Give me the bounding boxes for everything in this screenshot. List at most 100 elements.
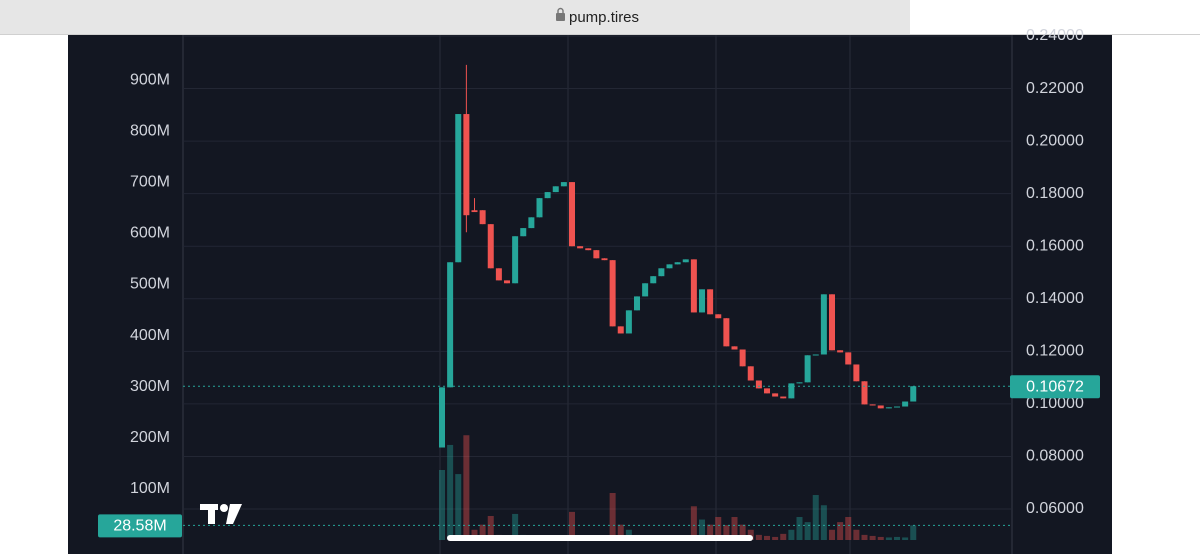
volume-bar — [764, 535, 770, 540]
volume-bar — [780, 533, 787, 540]
candle-body — [601, 258, 608, 261]
candle-body — [682, 259, 689, 263]
y2-tick-label: 0.16000 — [1026, 237, 1084, 254]
candle-body — [642, 283, 649, 297]
candle-body — [552, 186, 559, 193]
candle-body — [699, 289, 705, 313]
volume-bar — [739, 524, 746, 540]
chart-area — [68, 35, 1112, 554]
volume-bar — [910, 525, 917, 540]
candle-body — [707, 289, 714, 315]
volume-bar — [772, 536, 779, 540]
candle-body — [715, 314, 722, 319]
y-tick-label: 800M — [130, 122, 170, 139]
volume-bar — [812, 495, 819, 540]
candle-body — [569, 182, 575, 247]
candle-body — [479, 210, 486, 225]
candle-body — [755, 380, 762, 389]
volume-bar — [625, 529, 632, 540]
home-indicator — [447, 535, 753, 541]
volume-bar — [447, 444, 454, 540]
volume-bar — [853, 529, 860, 540]
y2-tick-label: 0.22000 — [1026, 80, 1084, 97]
candle-body — [764, 388, 770, 394]
price-label: 0.10672 — [1026, 378, 1084, 395]
candle-body — [593, 250, 600, 259]
volume-bar — [845, 517, 852, 540]
y-tick-label: 500M — [130, 276, 170, 293]
volume-bar — [885, 537, 892, 540]
candle-body — [520, 228, 527, 237]
volume-bar — [731, 517, 738, 540]
tradingview-logo — [200, 504, 242, 524]
candle-body — [609, 260, 616, 327]
candle-body — [528, 217, 535, 229]
candle-body — [788, 383, 795, 399]
volume-bar — [869, 535, 876, 540]
volume-bar — [512, 513, 519, 540]
y-tick-label: 100M — [130, 480, 170, 497]
volume-bar — [455, 474, 462, 540]
candle-body — [812, 354, 819, 356]
candle-body — [837, 350, 844, 353]
y-tick-label: 700M — [130, 174, 170, 191]
volume-bar — [902, 537, 909, 540]
candle-body — [902, 401, 909, 407]
candle-body — [650, 276, 657, 284]
candle-body — [455, 114, 462, 263]
volume-label: 28.58M — [113, 518, 166, 535]
candle-body — [877, 405, 884, 409]
volume-bar — [617, 524, 624, 540]
candle-body — [625, 310, 632, 334]
volume-bar — [471, 529, 478, 540]
y-tick-label: 600M — [130, 225, 170, 242]
volume-bar — [796, 517, 803, 540]
y-tick-label: 300M — [130, 378, 170, 395]
candle-body — [780, 396, 787, 399]
volume-bar — [837, 522, 844, 540]
candle-body — [666, 264, 673, 269]
candle-body — [739, 349, 746, 367]
candle-body — [536, 198, 543, 218]
volume-bar — [479, 524, 486, 540]
y2-tick-label: 0.06000 — [1026, 500, 1084, 517]
volume-bar — [463, 435, 470, 540]
candle-body — [487, 224, 494, 269]
candle-body — [829, 294, 835, 351]
volume-bar — [877, 536, 884, 540]
candle-body — [731, 346, 738, 350]
candle-body — [804, 355, 811, 383]
candle-body — [495, 268, 502, 281]
volume-bar — [715, 517, 722, 540]
bar-border — [0, 34, 1200, 35]
candle-body — [585, 248, 592, 251]
candle-body — [869, 404, 876, 406]
candle-body — [512, 236, 519, 284]
candle-body — [634, 296, 640, 311]
volume-bar — [861, 534, 868, 540]
volume-bar — [820, 505, 827, 540]
y2-tick-label: 0.08000 — [1026, 448, 1084, 465]
y-tick-label: 900M — [130, 71, 170, 88]
candle-body — [690, 259, 697, 313]
volume-bar — [723, 525, 730, 540]
volume-bar — [707, 524, 714, 540]
price-label-box — [1010, 375, 1100, 399]
candle-body — [820, 294, 827, 355]
volume-bar — [804, 522, 811, 540]
y2-tick-label: 0.24000 — [1026, 27, 1084, 44]
candle-body — [910, 386, 917, 402]
candle-body — [747, 366, 754, 381]
candle-body — [658, 268, 665, 277]
url[interactable]: pump.tires — [569, 9, 639, 26]
volume-bar — [755, 534, 762, 540]
candle-body — [577, 246, 584, 249]
candle-body — [853, 364, 860, 382]
y2-tick-label: 0.18000 — [1026, 185, 1084, 202]
volume-bar — [699, 519, 705, 540]
volume-bar — [690, 506, 697, 540]
volume-bar — [609, 492, 616, 540]
y2-tick-label: 0.14000 — [1026, 290, 1084, 307]
y2-tick-label: 0.20000 — [1026, 132, 1084, 149]
